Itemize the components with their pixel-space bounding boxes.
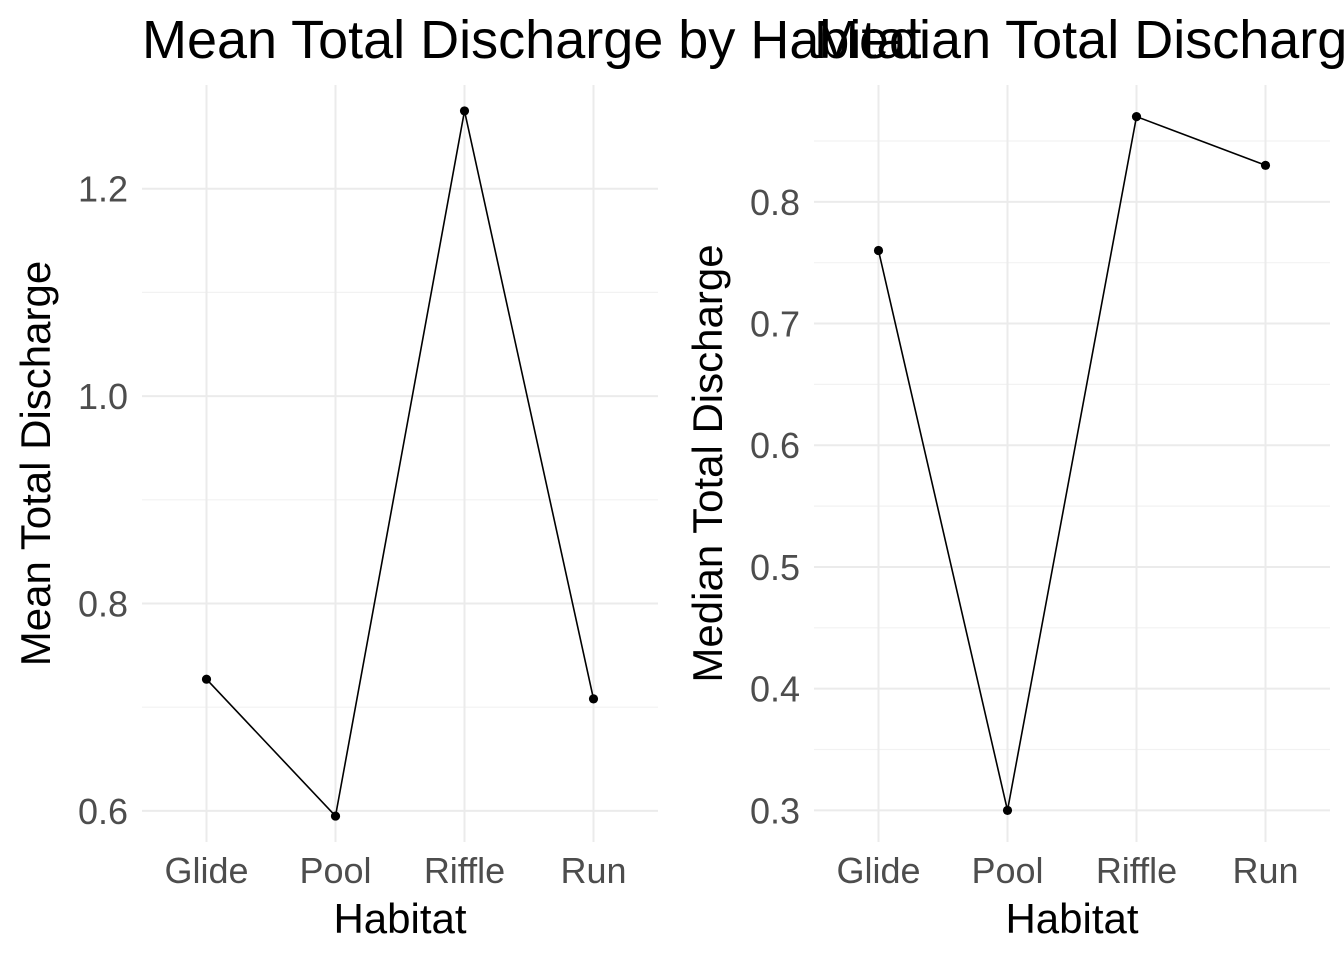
y-tick-label: 1.2 — [78, 169, 128, 210]
data-point-pool — [330, 811, 341, 821]
x-tick-label: Riffle — [1096, 850, 1177, 891]
x-tick-label: Run — [560, 850, 626, 891]
y-tick-label: 0.4 — [750, 669, 800, 710]
y-tick-label: 0.7 — [750, 304, 800, 345]
chart-title-1: Mean Total Discharge by Habitat — [142, 10, 921, 70]
y-tick-label: 0.3 — [750, 790, 800, 831]
x-tick-label: Glide — [836, 850, 920, 891]
x-tick-label: Pool — [971, 850, 1043, 891]
y-axis-title: Median Total Discharge — [684, 244, 731, 682]
y-tick-label: 0.6 — [78, 791, 128, 832]
x-axis-title: Habitat — [333, 895, 466, 942]
data-point-riffle — [459, 106, 470, 116]
series-line — [205, 110, 595, 818]
chart-title-2: Median Total Discharge by Habitat — [814, 10, 1344, 70]
data-point-run — [1260, 160, 1271, 170]
y-tick-label: 0.8 — [78, 583, 128, 624]
data-point-glide — [873, 245, 884, 256]
chart-panel-1: 0.6 0.8 1.0 1.2 Glide Pool Riffle Run Habitat Mea… — [12, 85, 658, 942]
y-axis-title: Mean Total Discharge — [12, 261, 59, 666]
chart-panel-2: 0.3 0.4 0.5 0.6 0.7 0.8 Glide Pool Riffle Run Habi… — [684, 85, 1330, 942]
data-point-riffle — [1131, 112, 1142, 122]
y-tick-label: 0.6 — [750, 425, 800, 466]
x-tick-label: Riffle — [424, 850, 505, 891]
data-point-glide — [201, 674, 212, 684]
x-tick-label: Glide — [164, 850, 248, 891]
data-point-pool — [1002, 805, 1013, 815]
series-line — [877, 115, 1266, 811]
y-tick-label: 0.5 — [750, 547, 800, 588]
x-tick-label: Pool — [299, 850, 371, 891]
y-tick-label: 0.8 — [750, 182, 800, 223]
y-tick-label: 1.0 — [78, 376, 128, 417]
x-axis-title: Habitat — [1005, 895, 1138, 942]
x-tick-label: Run — [1232, 850, 1298, 891]
data-point-run — [588, 694, 599, 704]
